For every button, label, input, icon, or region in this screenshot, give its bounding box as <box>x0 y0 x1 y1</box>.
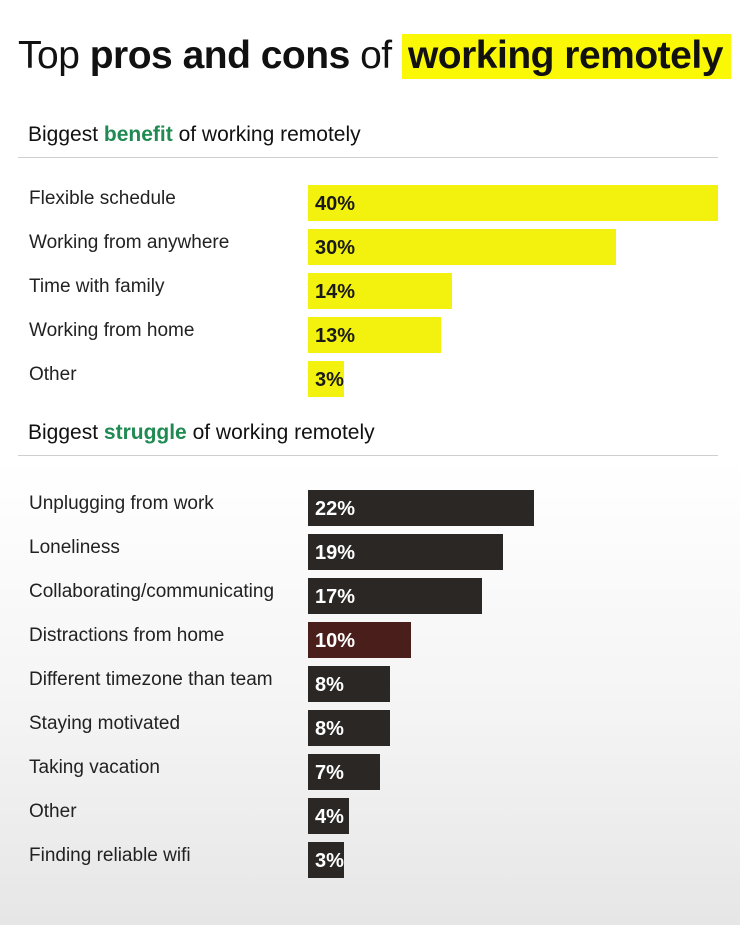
struggle-value-label: 7% <box>315 762 344 784</box>
struggle-category-label: Staying motivated <box>29 713 181 734</box>
struggle-category-label: Finding reliable wifi <box>29 845 191 866</box>
struggle-divider <box>18 455 718 456</box>
benefit-value-label: 40% <box>315 193 356 215</box>
struggle-value-label: 17% <box>315 586 356 608</box>
benefit-category-label: Flexible schedule <box>29 188 176 209</box>
struggle-category-label: Collaborating/communicating <box>29 581 275 602</box>
struggle-category-label: Different timezone than team <box>29 669 273 690</box>
benefit-title-suffix: of working remotely <box>172 123 361 146</box>
struggle-section-title: Biggest struggle of working remotely <box>28 421 375 445</box>
struggle-category-label: Other <box>29 801 77 822</box>
struggle-value-label: 3% <box>315 850 344 872</box>
struggle-title-suffix: of working remotely <box>186 421 375 444</box>
struggle-title-highlight: struggle <box>103 421 187 444</box>
struggle-bar: 8% <box>308 666 390 702</box>
title-part-3: of <box>349 34 402 77</box>
benefit-bar: 14% <box>308 273 452 309</box>
struggle-bar: 4% <box>308 798 349 834</box>
title-highlight: working remotely <box>401 34 731 79</box>
benefit-divider <box>18 157 718 158</box>
struggle-value-label: 8% <box>315 674 344 696</box>
benefit-title-highlight: benefit <box>103 123 173 146</box>
struggle-title-prefix: Biggest <box>28 421 104 444</box>
benefit-category-label: Time with family <box>29 276 165 297</box>
struggle-value-label: 22% <box>315 498 356 520</box>
struggle-value-label: 10% <box>315 630 356 652</box>
benefit-bar: 40% <box>308 185 718 221</box>
struggle-value-label: 8% <box>315 718 344 740</box>
benefit-bar: 30% <box>308 229 616 265</box>
struggle-bar: 3% <box>308 842 344 878</box>
struggle-bar: 22% <box>308 490 534 526</box>
struggle-category-label: Distractions from home <box>29 625 225 646</box>
struggle-bar: 8% <box>308 710 390 746</box>
title-part-1: Top <box>18 34 90 77</box>
benefit-section-title: Biggest benefit of working remotely <box>28 123 361 147</box>
benefit-category-label: Working from anywhere <box>29 232 230 253</box>
benefit-value-label: 3% <box>315 369 344 391</box>
struggle-value-label: 4% <box>315 806 344 828</box>
benefit-value-label: 13% <box>315 325 356 347</box>
benefit-value-label: 14% <box>315 281 356 303</box>
struggle-category-label: Unplugging from work <box>29 493 214 514</box>
benefit-category-label: Working from home <box>29 320 195 341</box>
struggle-value-label: 19% <box>315 542 356 564</box>
benefit-category-label: Other <box>29 364 77 385</box>
struggle-bar: 19% <box>308 534 503 570</box>
struggle-bar: 17% <box>308 578 482 614</box>
benefit-title-prefix: Biggest <box>28 123 104 146</box>
benefit-bar: 3% <box>308 361 344 397</box>
page-title: Top pros and cons of working remotely <box>18 30 731 82</box>
benefit-bar: 13% <box>308 317 441 353</box>
struggle-category-label: Loneliness <box>29 537 120 558</box>
struggle-category-label: Taking vacation <box>29 757 160 778</box>
title-part-2: pros and cons <box>89 34 351 77</box>
benefit-value-label: 30% <box>315 237 356 259</box>
struggle-bar: 10% <box>308 622 411 658</box>
struggle-bar: 7% <box>308 754 380 790</box>
